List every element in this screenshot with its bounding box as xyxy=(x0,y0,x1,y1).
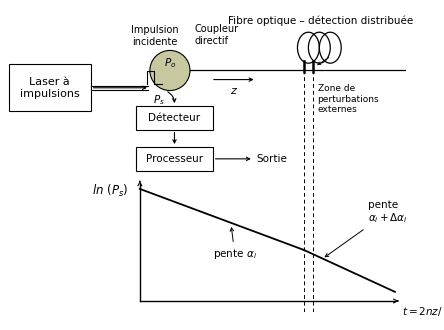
Text: Zone de
perturbations
externes: Zone de perturbations externes xyxy=(317,84,379,114)
FancyBboxPatch shape xyxy=(136,106,213,130)
Text: $z$: $z$ xyxy=(230,86,238,96)
Text: $t = 2nz/$: $t = 2nz/$ xyxy=(402,305,443,317)
Text: pente $\alpha_i$: pente $\alpha_i$ xyxy=(213,228,257,261)
Text: Laser à
impulsions: Laser à impulsions xyxy=(20,77,79,99)
Text: Coupleur
directif: Coupleur directif xyxy=(194,24,238,46)
Text: Impulsion
incidente: Impulsion incidente xyxy=(131,25,178,47)
FancyBboxPatch shape xyxy=(136,147,213,171)
Text: $ln\ (P_s)$: $ln\ (P_s)$ xyxy=(92,182,129,199)
Circle shape xyxy=(150,50,190,90)
Text: Fibre optique – détection distribuée: Fibre optique – détection distribuée xyxy=(228,16,413,26)
Text: Détecteur: Détecteur xyxy=(148,113,201,123)
Text: Processeur: Processeur xyxy=(146,154,203,164)
Text: Sortie: Sortie xyxy=(257,154,287,164)
Text: pente
$\alpha_i + \Delta\alpha_i$: pente $\alpha_i + \Delta\alpha_i$ xyxy=(325,200,408,257)
Text: $P_s$: $P_s$ xyxy=(153,93,165,107)
FancyBboxPatch shape xyxy=(9,64,91,112)
Text: $P_o$: $P_o$ xyxy=(163,56,176,70)
